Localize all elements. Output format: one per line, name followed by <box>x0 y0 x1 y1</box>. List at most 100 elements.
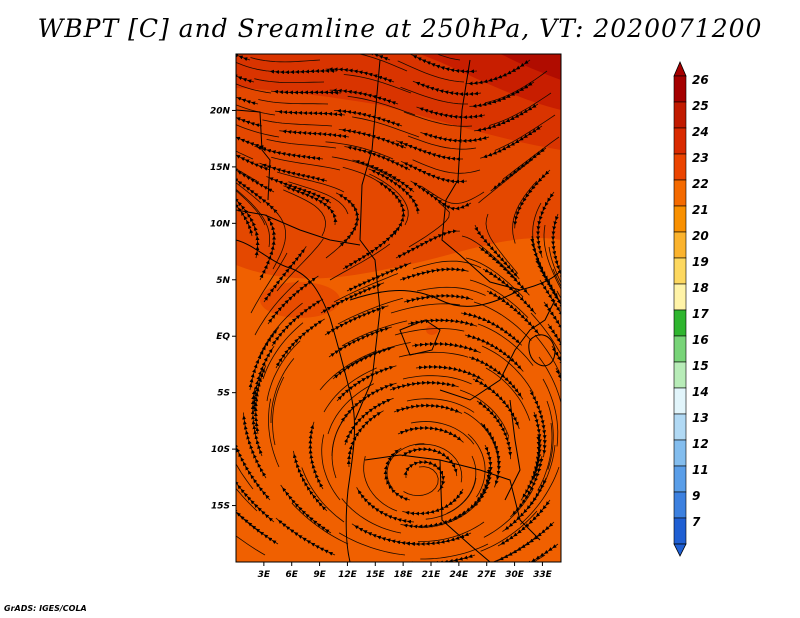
streamline <box>402 375 472 385</box>
streamline <box>279 129 350 139</box>
streamline <box>275 109 346 117</box>
colorbar-label: 11 <box>692 463 709 477</box>
streamline <box>283 185 338 226</box>
colorbar-label: 25 <box>692 99 709 113</box>
colorbar-label: 26 <box>692 73 709 87</box>
streamline <box>283 189 326 237</box>
colorbar-bottom-arrow <box>673 543 687 557</box>
streamline <box>499 543 559 562</box>
streamline <box>476 400 513 460</box>
streamline <box>324 54 391 61</box>
streamline <box>490 147 547 192</box>
streamline <box>268 398 280 468</box>
streamline <box>551 345 561 408</box>
colorbar-label: 22 <box>692 177 709 191</box>
lat-tick-label: 15S <box>211 502 230 512</box>
streamline <box>403 293 474 304</box>
streamline <box>397 425 464 443</box>
colorbar-label: 15 <box>692 359 709 373</box>
streamline <box>513 169 551 229</box>
streamline <box>411 341 481 354</box>
streamline <box>275 517 336 556</box>
lon-tick-label: 24E <box>450 570 470 580</box>
colorbar-swatch <box>673 413 687 441</box>
colorbar-swatch <box>673 439 687 467</box>
lon-tick-label: 6E <box>286 570 299 580</box>
colorbar-swatch <box>673 153 687 181</box>
streamline <box>329 88 399 105</box>
streamline <box>532 554 546 562</box>
streamline <box>403 111 473 127</box>
streamline <box>408 554 476 562</box>
streamline <box>275 318 325 369</box>
lon-tick-label: 33E <box>533 570 553 580</box>
streamline <box>412 80 482 97</box>
streamline <box>478 158 534 204</box>
streamline <box>415 364 484 381</box>
colorbar-label: 18 <box>692 281 709 295</box>
colorbar-swatch <box>673 309 687 337</box>
streamline <box>338 532 406 556</box>
streamline <box>342 226 399 270</box>
colorbar-swatch <box>673 205 687 233</box>
longitude-axis: 3E 6E 9E 12E 15E 18E 21E 24E 27E 30E 33E <box>258 562 553 580</box>
streamline <box>410 54 478 74</box>
streamline <box>393 403 463 414</box>
colorbar-swatch <box>673 387 687 415</box>
lat-tick-label: 5S <box>217 389 230 399</box>
colorbar-label: 12 <box>692 437 709 451</box>
colorbar-swatch <box>673 231 687 259</box>
colorbar-swatch <box>673 179 687 207</box>
lon-tick-label: 30E <box>505 570 525 580</box>
streamline <box>542 378 559 447</box>
colorbar-swatch <box>673 361 687 389</box>
streamline <box>403 459 446 492</box>
grads-credit: GrADS: IGES/COLA <box>4 604 87 613</box>
streamline <box>357 54 408 72</box>
streamline <box>272 376 285 446</box>
colorbar-swatch <box>673 491 687 519</box>
colorbar-label: 17 <box>692 307 709 321</box>
colorbar-label: 16 <box>692 333 709 347</box>
streamline <box>400 86 468 105</box>
colorbar-swatch <box>673 335 687 363</box>
streamline <box>356 487 415 524</box>
colorbar-swatch <box>673 257 687 285</box>
colorbar-swatch <box>673 283 687 311</box>
map-frame <box>235 53 562 563</box>
colorbar-label: 24 <box>692 125 709 139</box>
streamline <box>410 180 472 211</box>
streamline <box>395 229 460 259</box>
colorbar-label: 19 <box>692 255 709 269</box>
lon-tick-label: 9E <box>313 570 326 580</box>
colorbar-top-arrow <box>673 60 687 77</box>
streamline <box>401 447 458 477</box>
streamline <box>325 67 395 83</box>
streamline <box>267 68 338 75</box>
streamlines <box>236 54 561 562</box>
map-title: WBPT [C] and Sreamline at 250hPa, VT: 20… <box>37 14 763 43</box>
lon-tick-label: 15E <box>366 570 386 580</box>
streamline <box>546 400 554 470</box>
lat-tick-label: EQ <box>216 332 230 342</box>
streamline <box>552 268 561 288</box>
streamline <box>394 328 465 336</box>
streamline <box>480 125 543 159</box>
lon-tick-label: 21E <box>422 570 442 580</box>
lon-tick-label: 12E <box>338 570 358 580</box>
streamline <box>236 61 268 72</box>
streamline <box>529 389 547 458</box>
streamline <box>416 106 486 120</box>
lat-tick-label: 5N <box>216 276 230 286</box>
streamline <box>236 501 279 545</box>
streamline <box>395 140 463 162</box>
streamline <box>410 421 475 445</box>
colorbar-swatch <box>673 465 687 493</box>
streamline <box>486 290 541 336</box>
colorbar-swatch <box>673 101 687 129</box>
streamline <box>236 535 266 556</box>
colorbar-label: 14 <box>692 385 709 399</box>
streamline <box>333 108 403 127</box>
lat-tick-label: 20N <box>210 106 231 116</box>
colorbar-label: 23 <box>692 151 709 165</box>
